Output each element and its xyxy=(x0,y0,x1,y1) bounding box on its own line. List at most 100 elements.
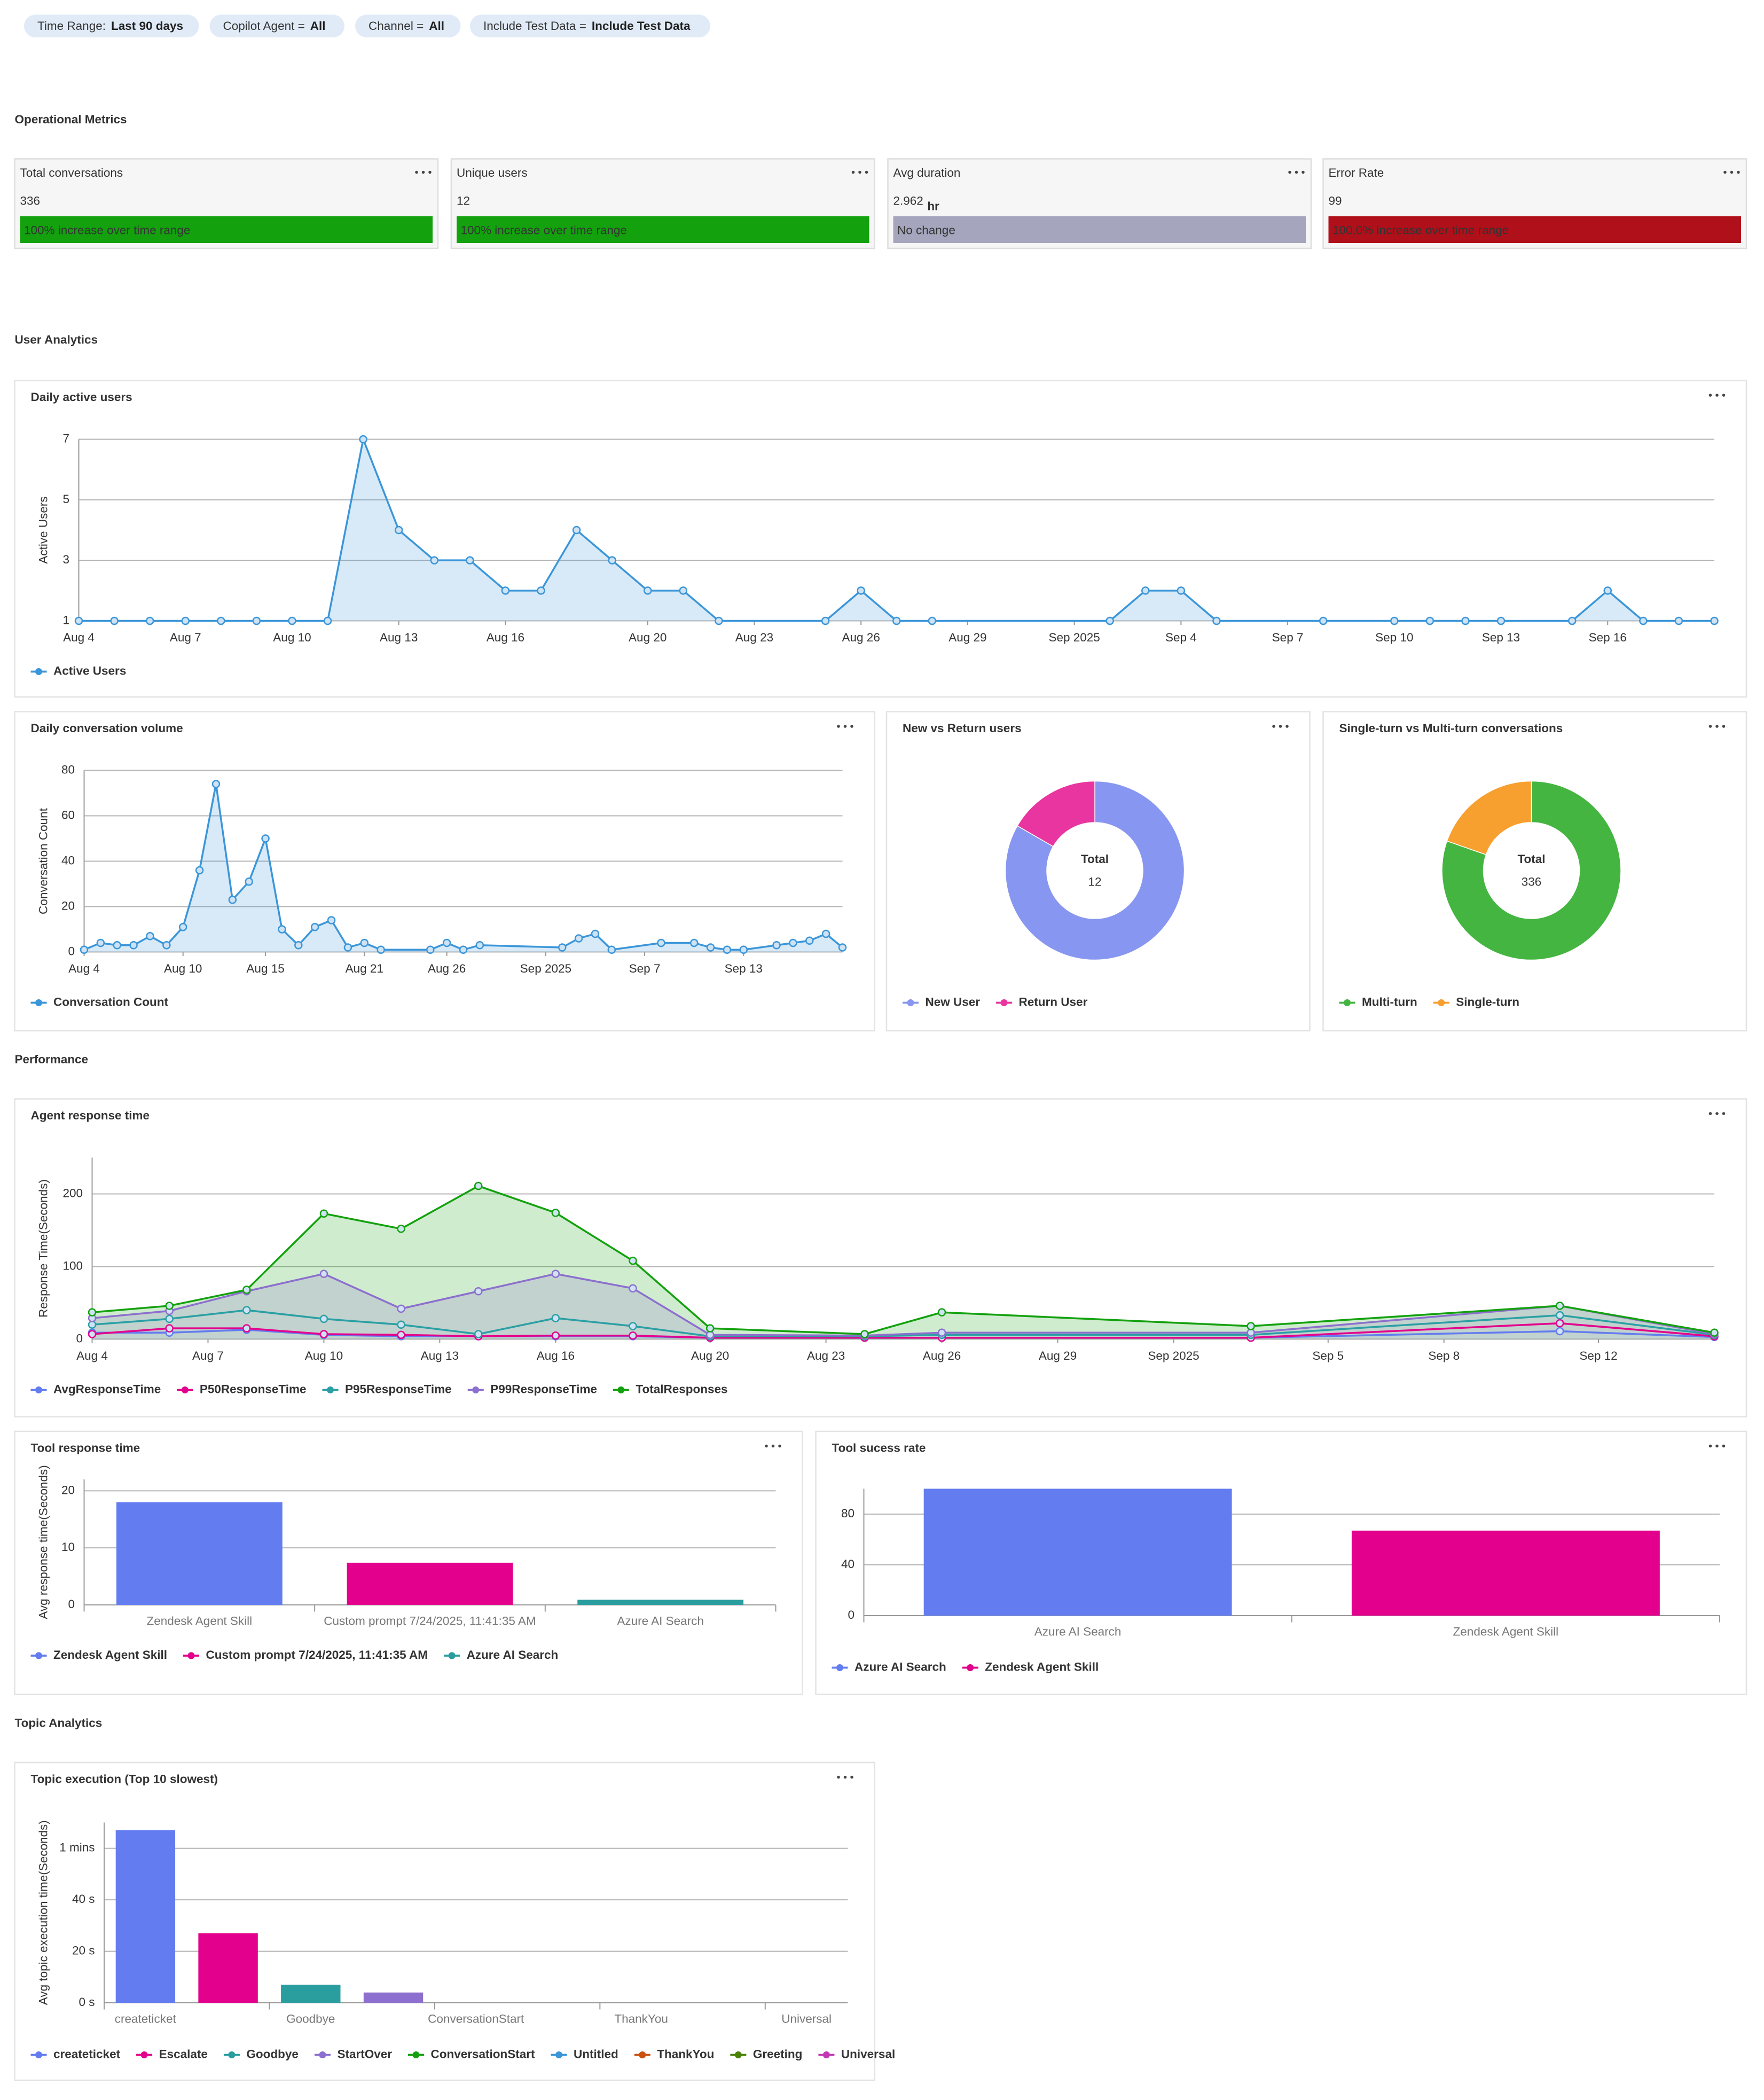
x-tick-label: Sep 4 xyxy=(1165,631,1197,644)
data-point xyxy=(74,616,83,625)
x-label-box: createticket xyxy=(115,2012,176,2026)
x-tick-label: Sep 8 xyxy=(1428,1349,1460,1362)
chart-card xyxy=(14,711,875,1032)
data-point xyxy=(319,1209,328,1218)
menu-dot xyxy=(428,170,432,174)
data-point xyxy=(377,945,385,954)
filter-pill[interactable] xyxy=(355,14,461,38)
x-tick-label: Aug 4 xyxy=(68,962,100,975)
donut-total: 336 xyxy=(1522,875,1542,888)
data-point xyxy=(261,834,270,843)
x-tick-label: Sep 7 xyxy=(1272,631,1304,644)
legend-marker xyxy=(617,1386,625,1393)
data-point xyxy=(278,925,286,934)
x-tick-label: Sep 2025 xyxy=(520,962,571,975)
x-label-box: Custom prompt 7/24/2025, 11:41:35 AM xyxy=(324,1615,536,1628)
data-point xyxy=(805,936,814,945)
data-point xyxy=(551,1270,560,1278)
x-tick-label: Aug 20 xyxy=(691,1349,729,1362)
legend-marker xyxy=(836,1664,844,1671)
legend-marker xyxy=(35,999,43,1006)
filter-pill[interactable] xyxy=(24,14,199,38)
filter-label: Include Test Data = xyxy=(483,19,586,33)
data-point xyxy=(442,938,451,947)
y-tick-label: 40 s xyxy=(72,1892,95,1906)
data-point xyxy=(1639,616,1648,625)
x-tick-label: Azure AI Search xyxy=(617,1614,704,1628)
data-point xyxy=(607,945,616,954)
data-point xyxy=(537,586,545,595)
legend-label: TotalResponses xyxy=(636,1382,727,1396)
data-point xyxy=(551,1314,560,1322)
data-point xyxy=(789,938,797,947)
menu-dot xyxy=(771,1444,775,1448)
legend-marker xyxy=(555,2051,563,2058)
menu-dot xyxy=(765,1444,768,1448)
legend-marker xyxy=(35,2051,43,2058)
menu-dot xyxy=(1288,170,1291,174)
x-tick-label: Aug 10 xyxy=(305,1349,343,1362)
data-point xyxy=(715,616,723,625)
series-line xyxy=(92,1273,1715,1337)
kpi-note: 100.0% increase over time range xyxy=(1332,223,1509,237)
menu-dot xyxy=(851,170,855,174)
legend-marker xyxy=(1000,999,1008,1006)
y-tick-label: 200 xyxy=(62,1186,83,1200)
data-point xyxy=(294,941,303,950)
data-point xyxy=(195,866,204,875)
x-tick-label: Azure AI Search xyxy=(1034,1625,1122,1639)
x-tick-label: Aug 7 xyxy=(192,1349,224,1362)
chart-card xyxy=(14,1098,1747,1417)
x-tick-label: Aug 20 xyxy=(629,631,667,644)
filter-label: Copilot Agent = xyxy=(223,19,305,33)
kpi-bar xyxy=(20,216,433,243)
data-point xyxy=(211,780,221,788)
menu-dot xyxy=(850,725,853,728)
menu-dot xyxy=(1715,1112,1719,1115)
legend-label: Azure AI Search xyxy=(467,1648,559,1662)
y-tick-label: 100 xyxy=(62,1259,83,1272)
menu-dot xyxy=(1715,725,1719,728)
menu-dot xyxy=(1302,170,1305,174)
menu-dot xyxy=(1715,394,1719,397)
legend-marker xyxy=(35,1386,43,1393)
menu-dot xyxy=(1737,170,1740,174)
y-tick-label: 3 xyxy=(62,553,69,566)
area-fill xyxy=(92,1186,1715,1339)
data-point xyxy=(242,1286,251,1294)
data-point xyxy=(466,556,474,565)
legend-marker xyxy=(734,2051,742,2058)
x-tick-label: Sep 5 xyxy=(1312,1349,1344,1362)
data-point xyxy=(821,929,830,938)
x-tick-label: ThankYou xyxy=(614,2012,668,2026)
menu-dot xyxy=(1730,170,1734,174)
menu-dot xyxy=(1722,1444,1726,1448)
kpi-bar xyxy=(1328,216,1741,243)
kpi-title: Unique users xyxy=(457,166,528,179)
y-tick-label: 20 xyxy=(61,899,75,912)
y-tick-label: 0 xyxy=(68,1597,75,1611)
menu-dot xyxy=(1708,725,1712,728)
y-tick-label: 0 xyxy=(848,1608,854,1621)
data-point xyxy=(178,922,187,931)
data-point xyxy=(1425,616,1434,625)
y-tick-label: 40 xyxy=(841,1557,854,1571)
menu-dot xyxy=(865,170,868,174)
x-tick-label: Aug 13 xyxy=(421,1349,459,1362)
data-point xyxy=(426,945,435,954)
filter-pill[interactable] xyxy=(470,14,711,38)
data-point xyxy=(937,1308,946,1317)
data-point xyxy=(1567,616,1577,625)
donut-slice xyxy=(1005,780,1185,961)
legend-label: Goodbye xyxy=(246,2047,299,2060)
data-point xyxy=(474,1330,483,1338)
legend-label: Untitled xyxy=(574,2047,618,2060)
data-point xyxy=(821,616,830,625)
kpi-value: 336 xyxy=(20,194,41,207)
y-tick-label: 80 xyxy=(841,1507,854,1520)
data-point xyxy=(706,943,715,952)
filter-pill[interactable] xyxy=(209,14,345,38)
bar xyxy=(347,1562,513,1605)
x-tick-label: Aug 4 xyxy=(76,1349,108,1362)
